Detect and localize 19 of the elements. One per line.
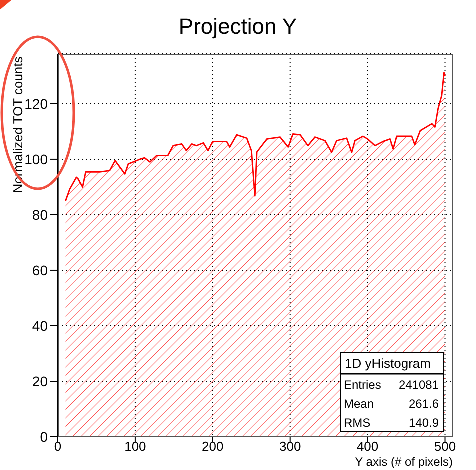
- x-tick-label: 300: [280, 439, 302, 454]
- y-tick-label: 60: [32, 262, 48, 278]
- y-tick-label: 120: [24, 96, 48, 112]
- chart-title: Projection Y: [178, 14, 298, 40]
- x-tick-label: 200: [202, 439, 224, 454]
- text: Mean 261.6: [344, 397, 439, 411]
- x-axis-title: Y axis (# of pixels): [355, 455, 453, 469]
- y-tick-label: 20: [32, 373, 48, 390]
- x-tick-label: 500: [434, 439, 456, 454]
- x-tick-label: 0: [54, 439, 62, 454]
- y-tick-label: 80: [32, 206, 48, 223]
- x-tick-label: 400: [356, 439, 379, 454]
- y-tick-label: 100: [24, 151, 48, 168]
- y-axis-title: Normalized TOT counts: [10, 56, 26, 194]
- text: RMS 140.9: [344, 416, 439, 430]
- text: Entries 241081: [344, 378, 439, 392]
- annotation: 1D yHistogram: [345, 356, 431, 371]
- y-tick-label: 40: [32, 318, 48, 334]
- x-tick-label: 100: [124, 439, 146, 454]
